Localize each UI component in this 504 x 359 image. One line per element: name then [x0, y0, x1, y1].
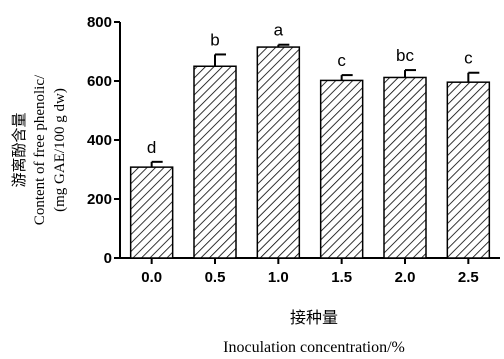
y-tick-label: 200 — [87, 191, 112, 208]
y-tick-label: 800 — [87, 14, 112, 31]
bar — [446, 81, 491, 259]
bar — [383, 76, 427, 259]
x-axis-title-english: Inoculation concentration/% — [223, 339, 405, 356]
bar — [129, 166, 174, 259]
x-tick-label: 2.5 — [458, 269, 479, 286]
x-axis: 0.0 0.5 1.0 1.5 2.0 2.5 — [120, 257, 500, 286]
bar — [193, 65, 237, 259]
significance-label: bc — [396, 46, 414, 65]
x-tick-label: 2.0 — [395, 269, 416, 286]
significance-label: c — [337, 51, 346, 70]
bar — [319, 79, 364, 259]
y-axis-title-unit: (mg GAE/100 g dw) — [52, 88, 68, 212]
y-axis: 0 200 400 600 800 — [87, 14, 121, 267]
y-axis-title-english: Content of free phenolic/ — [32, 74, 48, 225]
y-tick-label: 400 — [87, 132, 112, 149]
significance-label: c — [464, 49, 473, 68]
x-tick-label: 0.5 — [205, 269, 226, 286]
x-axis-title-chinese: 接种量 — [290, 308, 338, 327]
significance-label: d — [147, 138, 156, 157]
significance-label: b — [210, 30, 219, 49]
y-tick-label: 0 — [104, 250, 112, 267]
y-axis-title-chinese: 游离酚含量 — [10, 112, 28, 187]
x-tick-label: 1.5 — [331, 269, 352, 286]
y-tick-label: 600 — [87, 73, 112, 90]
x-tick-label: 0.0 — [141, 269, 162, 286]
x-tick-label: 1.0 — [268, 269, 289, 286]
bars: d b a c bc c — [129, 21, 491, 259]
significance-label: a — [274, 21, 284, 40]
y-axis-title: 游离酚含量 Content of free phenolic/ (mg GAE/… — [10, 74, 68, 225]
bar — [256, 46, 301, 259]
